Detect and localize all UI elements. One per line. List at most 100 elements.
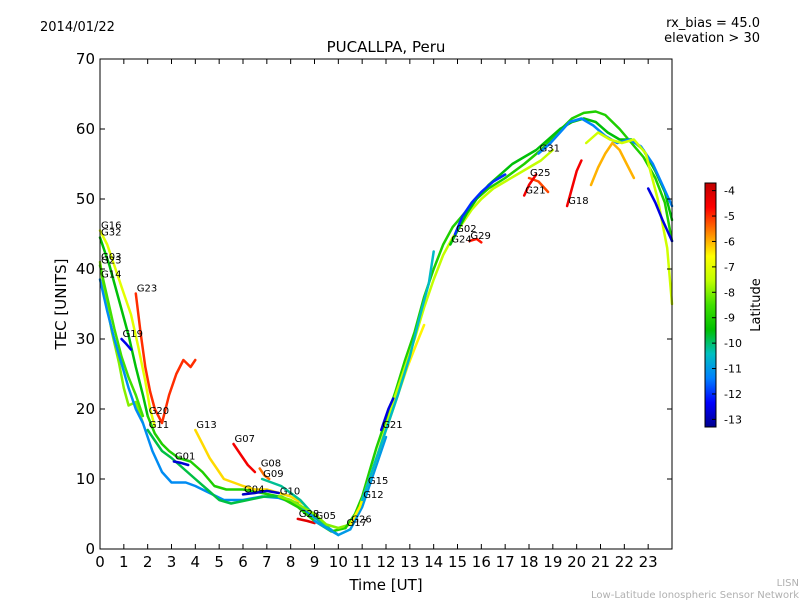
series-label-g25: G25 [530,168,550,179]
series-label-g04: G04 [244,484,264,495]
series-line-g15 [365,148,555,488]
series-label-g08: G08 [261,459,281,470]
y-axis-ticks: 0 10 20 30 40 50 60 70 [76,50,672,558]
colorbar-label: Latitude [749,278,764,332]
colorbar-ticks: -4 -5 -6 -7 -8 -9 -10 -11 -12 -13 [712,185,742,426]
series-label-g24: G24 [451,235,471,246]
x-tick-label: 10 [329,553,348,571]
series-line-g20 [146,414,347,533]
series-line-g02 [453,173,507,236]
footer-network: Low-Latitude Ionospheric Sensor Network [591,590,799,600]
series-label-g16: G16 [101,221,121,232]
series-label-g26: G26 [351,515,371,526]
series-line-g07 [232,442,257,474]
series-label-g11: G11 [149,420,169,431]
y-tick-label: 40 [76,260,95,278]
colorbar-tick-label: -5 [724,210,735,223]
series-label-g07: G07 [235,434,255,445]
series-line-g21 [522,173,538,197]
series-label-g10: G10 [280,487,300,498]
x-tick-label: 11 [353,553,372,571]
x-axis-label: Time [UT] [348,576,422,594]
y-tick-label: 0 [85,540,95,558]
series-label-g17: G17 [347,518,367,529]
y-tick-label: 10 [76,470,95,488]
series-label-g12: G12 [363,490,383,501]
colorbar-tick-label: -13 [724,413,742,426]
series-line-unlabeled-32 [646,187,674,243]
series-line-g17 [344,110,674,530]
series-line-g32 [98,236,149,418]
colorbar-tick-label: -6 [724,235,735,248]
series-line-g24 [449,117,674,246]
series-line-g23 [98,264,145,418]
series-label-g01: G01 [175,452,195,463]
series-label-g31: G31 [540,144,560,155]
y-tick-label: 30 [76,330,95,348]
x-tick-label: 9 [310,553,320,571]
colorbar-tick-label: -4 [724,185,735,198]
series-label-g05: G05 [316,511,336,522]
series-label-g14: G14 [101,270,121,281]
x-tick-label: 4 [191,553,201,571]
y-axis-label: TEC [UNITS] [52,259,70,351]
x-tick-label: 2 [143,553,153,571]
series-line-g04 [241,489,281,496]
colorbar [704,182,717,428]
elevation-label: elevation > 30 [664,31,760,46]
series-label-g09: G09 [263,469,283,480]
x-tick-label: 20 [567,553,586,571]
rx-bias-label: rx_bias = 45.0 [666,16,760,31]
series-line-unlabeled-31 [584,131,674,306]
series-label-g29: G29 [470,231,490,242]
x-tick-label: 16 [472,553,491,571]
series-label-g15: G15 [368,476,388,487]
x-tick-label: 21 [591,553,610,571]
colorbar-tick-label: -7 [724,261,735,274]
x-tick-label: 1 [119,553,129,571]
colorbar-tick-label: -8 [724,286,735,299]
series-line-g28 [296,517,316,525]
series-label-g19: G19 [123,329,143,340]
x-tick-label: 3 [167,553,177,571]
x-tick-label: 23 [639,553,658,571]
x-tick-label: 13 [400,553,419,571]
series-line-g12 [360,250,435,502]
colorbar-tick-label: -11 [724,363,742,376]
x-axis-ticks: 0 1 2 3 4 5 6 7 8 9 10 11 12 13 14 15 16 17 18 19 20 21 22 23 [95,59,658,571]
series-label-g21: G21 [382,420,402,431]
series-label-g20: G20 [149,406,169,417]
series-line-g09 [260,477,331,530]
series-label-g32: G32 [101,228,121,239]
footer-lisn: LISN [777,578,799,589]
series-line-g29 [468,237,483,244]
x-tick-label: 19 [543,553,562,571]
y-tick-label: 50 [76,190,95,208]
x-tick-label: 7 [262,553,272,571]
series-layer [98,110,674,537]
x-tick-label: 18 [519,553,538,571]
x-tick-label: 14 [424,553,443,571]
series-line-g23 [134,292,197,425]
y-tick-label: 70 [76,50,95,68]
series-line-g05 [313,435,388,537]
series-line-g13 [194,428,304,505]
series-line-g11 [146,428,300,505]
colorbar-tick-label: -12 [724,388,742,401]
series-label-g23: G23 [137,284,157,295]
series-line-g19 [120,337,133,351]
series-line-g14 [98,278,340,537]
y-tick-label: 20 [76,400,95,418]
series-line-g08 [258,467,271,481]
series-label-g21: G21 [525,186,545,197]
colorbar-tick-label: -10 [724,337,742,350]
y-tick-label: 60 [76,120,95,138]
x-tick-label: 5 [214,553,224,571]
series-line-g10 [277,495,352,530]
series-line-g16 [98,229,157,428]
series-line-g01 [172,460,190,467]
x-tick-label: 12 [376,553,395,571]
date-label: 2014/01/22 [40,20,115,35]
